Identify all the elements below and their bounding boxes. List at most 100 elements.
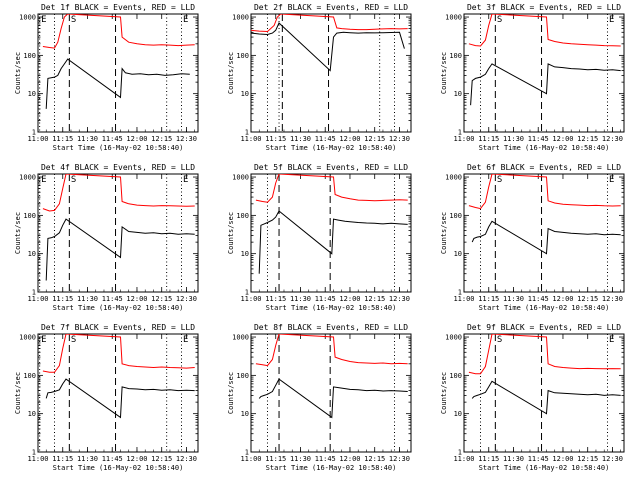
y-tick-label: 1000 (232, 14, 249, 22)
x-tick-label: 11:15 (265, 135, 286, 143)
lld-series-line (42, 174, 195, 212)
x-tick-label: 12:00 (126, 455, 147, 463)
panel-8: Det 8f BLACK = Events, RED = LLD 1 10 100 10… (227, 323, 412, 472)
y-tick-label: 1 (245, 129, 249, 137)
x-tick-label: 12:30 (602, 455, 623, 463)
x-tick-label: 12:15 (577, 455, 598, 463)
x-tick-label: 11:15 (478, 135, 499, 143)
x-tick-label: 11:00 (453, 135, 474, 143)
x-tick-label: 11:00 (27, 135, 48, 143)
y-tick-label: 1 (458, 129, 462, 137)
y-tick-label: 1 (32, 449, 36, 457)
y-tick-label: 1 (458, 289, 462, 297)
x-tick-label: 12:15 (364, 295, 385, 303)
lld-series-line (255, 334, 408, 367)
events-series-line (471, 380, 621, 415)
marker-label: S (497, 15, 502, 25)
x-tick-label: 12:15 (577, 135, 598, 143)
x-tick-label: 12:00 (339, 135, 360, 143)
panel-title: Det 1f BLACK = Events, RED = LLD (41, 3, 195, 12)
panel-2: Det 2f BLACK = Events, RED = LLD 1 10 100 10… (227, 3, 412, 152)
events-series-line (45, 58, 190, 109)
x-tick-label: 11:30 (290, 455, 311, 463)
plot-frame (463, 333, 625, 453)
lld-series-line (468, 174, 621, 210)
x-axis-label: Start Time (16-May-02 10:58:40) (53, 464, 184, 472)
x-tick-label: 12:30 (602, 295, 623, 303)
x-tick-label: 12:30 (176, 295, 197, 303)
marker-label: S (71, 335, 76, 345)
x-tick-label: 11:45 (102, 295, 123, 303)
y-axis-label: Counts/sec (227, 372, 235, 414)
y-tick-label: 100 (449, 212, 462, 220)
panel-6: Det 6f BLACK = Events, RED = LLD 1 10 100 10… (440, 163, 625, 312)
events-series-line (258, 210, 408, 274)
events-series-line (471, 220, 621, 255)
x-tick-label: 12:15 (151, 455, 172, 463)
y-tick-label: 1000 (445, 174, 462, 182)
y-tick-label: 10 (28, 410, 36, 418)
y-tick-label: 10 (241, 410, 249, 418)
panel-title: Det 9f BLACK = Events, RED = LLD (467, 323, 621, 332)
lld-series-line (255, 174, 408, 203)
marker-label: S (71, 175, 76, 185)
y-tick-label: 100 (236, 372, 249, 380)
y-tick-label: 100 (236, 52, 249, 60)
x-tick-label: 12:00 (339, 455, 360, 463)
panel-title: Det 6f BLACK = Events, RED = LLD (467, 163, 621, 172)
plot-frame (250, 333, 412, 453)
x-axis-label: Start Time (16-May-02 10:58:40) (266, 144, 397, 152)
y-axis-label: Counts/sec (14, 212, 22, 254)
x-tick-label: 11:00 (27, 295, 48, 303)
x-tick-label: 11:15 (52, 455, 73, 463)
events-series-line (470, 63, 621, 106)
x-tick-label: 11:30 (290, 135, 311, 143)
marker-label: E (609, 15, 614, 25)
y-tick-label: 10 (28, 90, 36, 98)
panel-5: Det 5f BLACK = Events, RED = LLD 1 10 100 10… (227, 163, 412, 312)
panel-title: Det 5f BLACK = Events, RED = LLD (254, 163, 408, 172)
y-tick-label: 1 (245, 289, 249, 297)
x-tick-label: 11:45 (102, 135, 123, 143)
marker-label: E (609, 335, 614, 345)
panel-title: Det 4f BLACK = Events, RED = LLD (41, 163, 195, 172)
events-series-line (251, 22, 405, 72)
y-tick-label: 100 (23, 212, 36, 220)
x-tick-label: 11:30 (503, 135, 524, 143)
y-tick-label: 100 (23, 372, 36, 380)
y-tick-label: 100 (23, 52, 36, 60)
y-tick-label: 10 (28, 250, 36, 258)
y-axis-label: Counts/sec (440, 372, 448, 414)
x-tick-label: 12:00 (552, 455, 573, 463)
y-tick-label: 1000 (445, 14, 462, 22)
y-axis-label: Counts/sec (440, 212, 448, 254)
x-tick-label: 11:00 (453, 455, 474, 463)
plot-frame (463, 13, 625, 133)
lld-series-line (251, 14, 408, 33)
y-tick-label: 1000 (19, 334, 36, 342)
x-tick-label: 12:30 (176, 455, 197, 463)
x-tick-label: 11:00 (453, 295, 474, 303)
plot-frame (250, 173, 412, 293)
x-tick-label: 12:00 (126, 295, 147, 303)
x-tick-label: 11:45 (528, 295, 549, 303)
marker-label: E (183, 15, 188, 25)
lld-series-line (468, 334, 621, 375)
panel-7: Det 7f BLACK = Events, RED = LLD 1 10 100 10… (14, 323, 199, 472)
y-axis-label: Counts/sec (227, 52, 235, 94)
x-tick-label: 11:15 (265, 455, 286, 463)
panel-title: Det 3f BLACK = Events, RED = LLD (467, 3, 621, 12)
y-tick-label: 10 (454, 250, 462, 258)
x-tick-label: 12:00 (339, 295, 360, 303)
plot-frame (463, 173, 625, 293)
x-tick-label: 11:30 (77, 135, 98, 143)
y-tick-label: 10 (241, 250, 249, 258)
panel-title: Det 8f BLACK = Events, RED = LLD (254, 323, 408, 332)
x-tick-label: 11:15 (265, 295, 286, 303)
events-series-line (45, 218, 195, 281)
y-tick-label: 1000 (445, 334, 462, 342)
y-tick-label: 1 (245, 449, 249, 457)
x-tick-label: 11:00 (240, 295, 261, 303)
lld-series-line (42, 334, 195, 373)
